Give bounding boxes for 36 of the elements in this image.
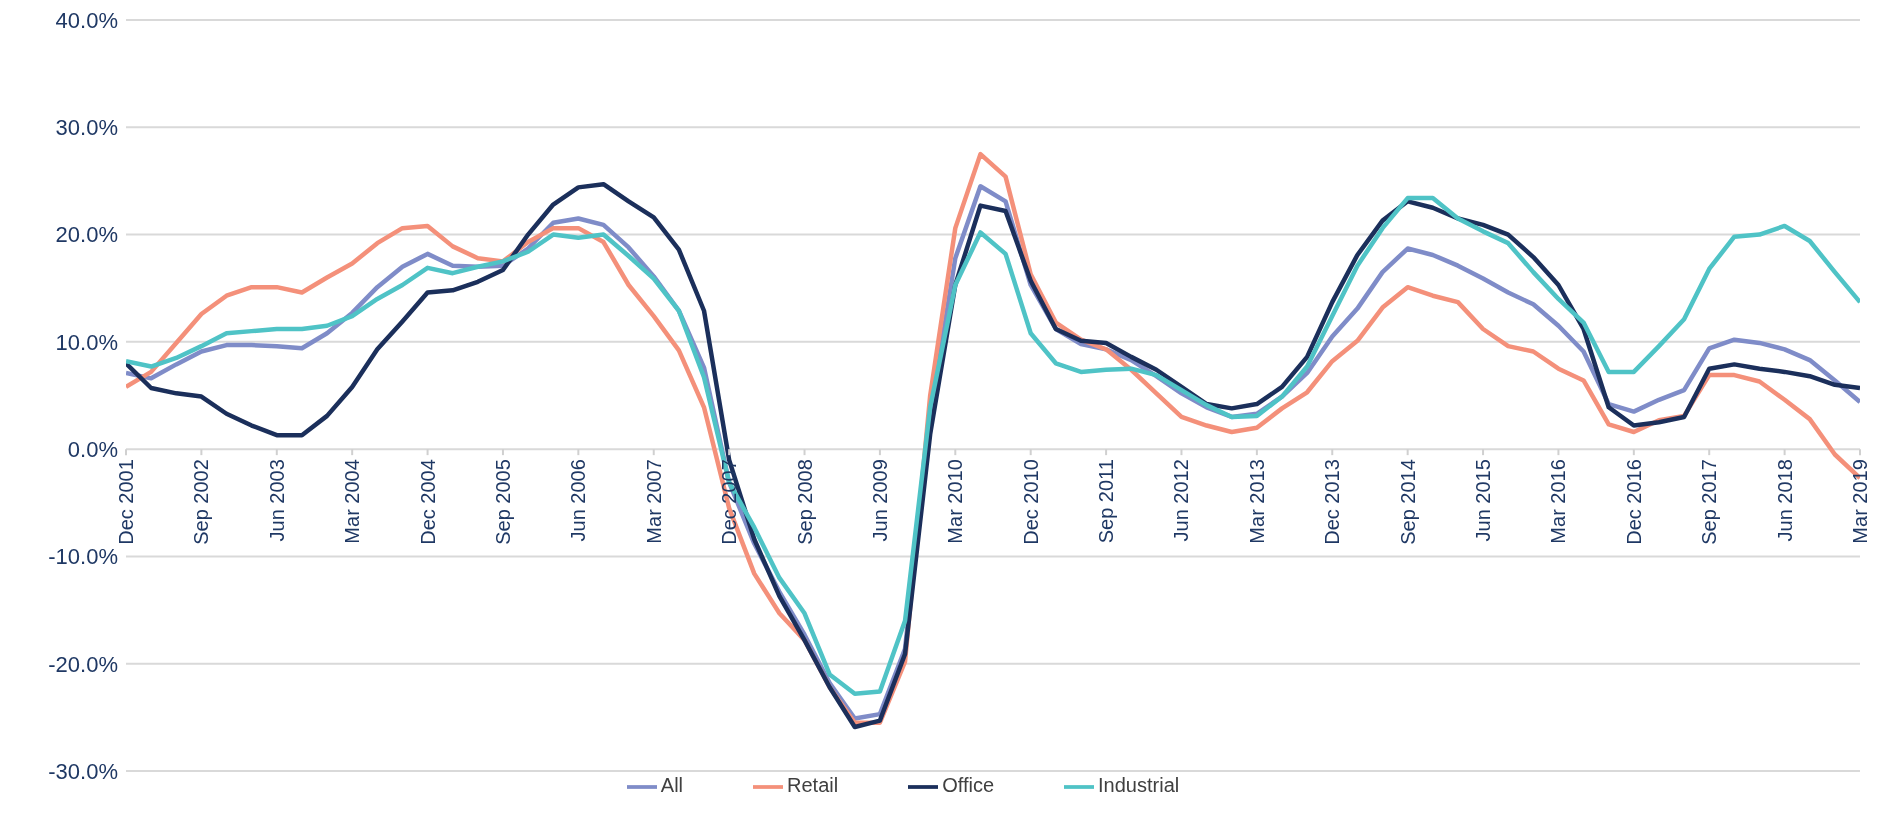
- y-tick-label: 20.0%: [55, 222, 118, 248]
- x-tick-label: Sep 2008: [793, 459, 816, 545]
- y-tick-label: 40.0%: [55, 7, 118, 33]
- y-tick-label: 30.0%: [55, 115, 118, 141]
- legend-label: Office: [942, 774, 995, 797]
- x-tick-label: Dec 2001: [115, 459, 137, 545]
- legend-label: Retail: [787, 774, 839, 797]
- x-tick-label: Jun 2018: [1773, 459, 1796, 542]
- x-tick-label: Mar 2010: [944, 459, 967, 544]
- y-tick-label: -20.0%: [48, 651, 118, 677]
- y-tick-label: -10.0%: [48, 544, 118, 570]
- x-tick-label: Dec 2013: [1321, 459, 1344, 545]
- x-tick-label: Mar 2007: [642, 459, 665, 544]
- y-tick-label: -30.0%: [48, 758, 118, 784]
- x-tick-label: Jun 2012: [1170, 459, 1193, 542]
- x-tick-label: Dec 2007: [718, 459, 741, 545]
- x-tick-label: Sep 2014: [1396, 459, 1419, 545]
- legend-label: All: [660, 774, 684, 797]
- x-tick-label: Jun 2015: [1472, 459, 1495, 542]
- x-tick-label: Dec 2016: [1622, 459, 1645, 545]
- y-tick-label: 0.0%: [67, 436, 118, 462]
- x-tick-label: Dec 2010: [1019, 459, 1042, 545]
- x-tick-label: Jun 2006: [567, 459, 590, 542]
- x-tick-label: Sep 2017: [1698, 459, 1721, 545]
- x-tick-label: Dec 2004: [416, 459, 439, 545]
- y-tick-label: 10.0%: [55, 329, 118, 355]
- x-tick-label: Jun 2003: [265, 459, 288, 542]
- x-tick-label: Mar 2016: [1547, 459, 1570, 544]
- x-tick-label: Mar 2019: [1849, 459, 1871, 544]
- x-tick-label: Sep 2005: [491, 459, 514, 545]
- x-tick-label: Sep 2011: [1095, 459, 1118, 544]
- x-tick-label: Sep 2002: [190, 459, 213, 545]
- legend-label: Industrial: [1098, 774, 1180, 797]
- x-tick-label: Mar 2013: [1245, 459, 1268, 544]
- x-tick-label: Jun 2009: [868, 459, 891, 542]
- x-tick-label: Mar 2004: [341, 459, 364, 544]
